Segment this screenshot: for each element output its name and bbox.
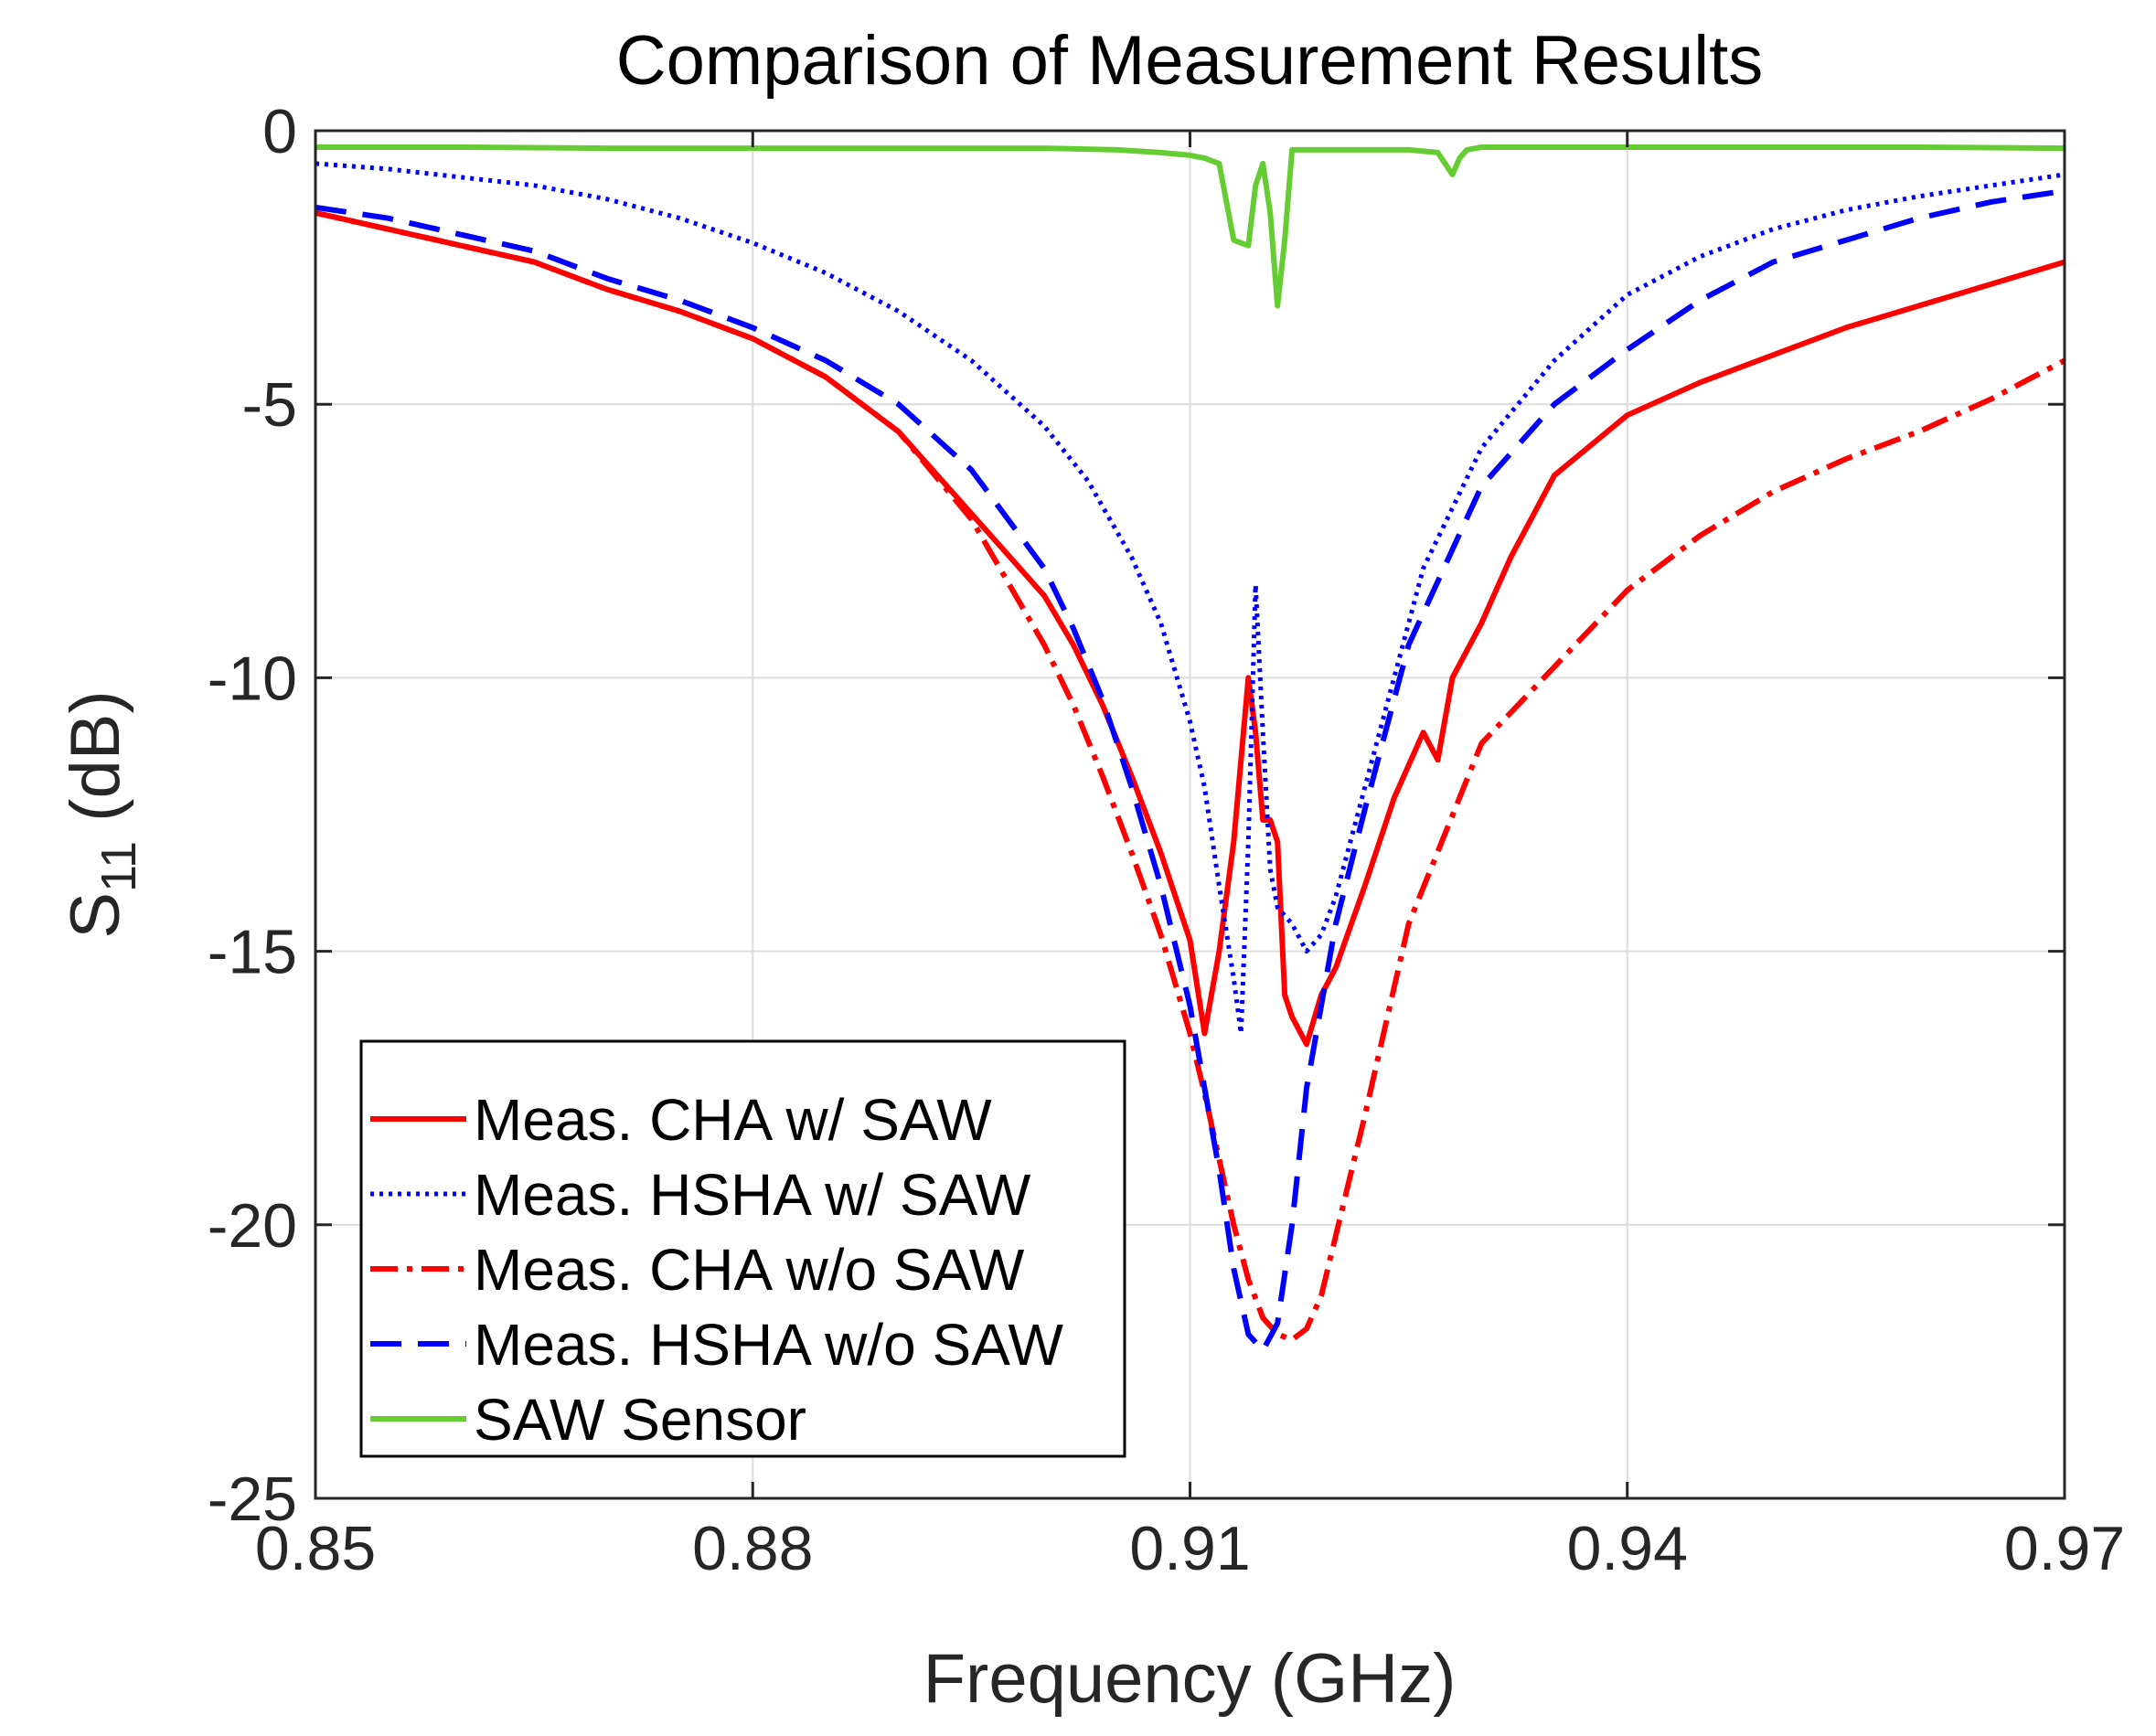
series-line-meas-cha-w-o-saw: [315, 209, 2065, 1343]
x-tick-label: 0.85: [255, 1514, 376, 1583]
series-group: [315, 144, 2065, 1354]
series-line-meas-hsha-w-saw: [315, 161, 2065, 1036]
x-axis-ticks: 0.85 0.88 0.91 0.94 0.97: [255, 131, 2125, 1583]
legend: Meas. CHA w/ SAW Meas. HSHA w/ SAW Meas. C…: [359, 1039, 1126, 1458]
y-tick-label: -10: [208, 644, 297, 713]
y-axis-title-unit: (dB): [57, 690, 134, 841]
legend-label: Meas. CHA w/o SAW: [474, 1237, 1025, 1303]
y-tick-label: -15: [208, 918, 297, 987]
legend-label: Meas. HSHA w/ SAW: [474, 1162, 1031, 1228]
x-tick-label: 0.97: [2004, 1514, 2125, 1583]
chart-title: Comparison of Measurement Results: [616, 22, 1764, 100]
y-axis-title: S11 (dB): [57, 690, 146, 938]
legend-item-meas-hsha-w-saw: Meas. HSHA w/ SAW: [370, 1162, 1031, 1228]
legend-item-saw-sensor: SAW Sensor: [370, 1387, 806, 1453]
legend-label: SAW Sensor: [474, 1387, 806, 1453]
series-line-saw-sensor: [315, 144, 2065, 309]
x-tick-label: 0.91: [1129, 1514, 1250, 1583]
x-axis-title: Frequency (GHz): [923, 1640, 1457, 1718]
legend-item-meas-hsha-w-o-saw: Meas. HSHA w/o SAW: [370, 1312, 1064, 1378]
x-tick-label: 0.94: [1567, 1514, 1688, 1583]
x-tick-label: 0.88: [692, 1514, 813, 1583]
legend-label: Meas. HSHA w/o SAW: [474, 1312, 1064, 1378]
y-tick-label: 0: [262, 97, 297, 166]
series-line-meas-hsha-w-o-saw: [315, 187, 2065, 1354]
legend-item-meas-cha-w-o-saw: Meas. CHA w/o SAW: [370, 1237, 1025, 1303]
y-axis-ticks: 0 -5 -10 -15 -20 -25: [208, 97, 2065, 1534]
grid: [315, 131, 2065, 1498]
legend-box: [359, 1039, 1126, 1458]
legend-label: Meas. CHA w/ SAW: [474, 1087, 992, 1153]
y-axis-title-symbol: S: [57, 892, 134, 939]
y-tick-label: -25: [208, 1464, 297, 1534]
svg-text:S11 (dB): S11 (dB): [57, 690, 146, 938]
y-tick-label: -20: [208, 1191, 297, 1261]
legend-item-meas-cha-w-saw: Meas. CHA w/ SAW: [370, 1087, 992, 1153]
y-axis-title-subscript: 11: [91, 841, 146, 892]
y-tick-label: -5: [242, 370, 297, 440]
